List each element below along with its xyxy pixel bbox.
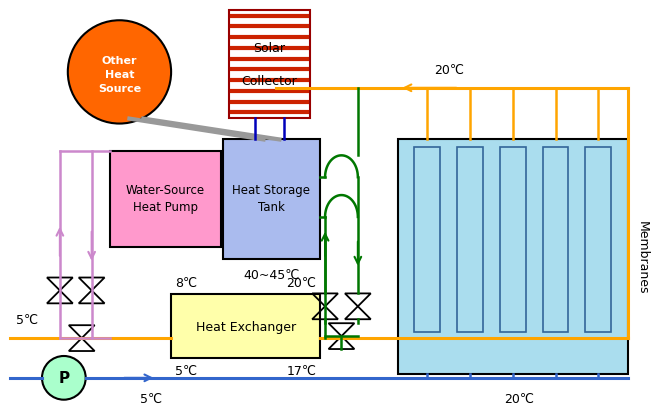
Text: Collector: Collector [241,74,297,87]
Text: Heat Storage: Heat Storage [233,183,310,196]
Text: Heat Pump: Heat Pump [132,201,198,214]
FancyBboxPatch shape [500,148,526,332]
FancyBboxPatch shape [110,152,221,247]
Text: 5℃: 5℃ [175,364,197,377]
Text: Heat Exchanger: Heat Exchanger [196,320,296,333]
Text: Other: Other [101,56,137,66]
Text: 5℃: 5℃ [140,392,162,405]
FancyBboxPatch shape [542,148,569,332]
Text: 40~45℃: 40~45℃ [243,268,300,281]
Text: 8℃: 8℃ [175,276,197,289]
FancyBboxPatch shape [585,148,611,332]
Text: Water-Source: Water-Source [126,183,205,196]
Text: 20℃: 20℃ [504,392,534,405]
Text: 17℃: 17℃ [286,364,316,377]
FancyBboxPatch shape [228,11,310,118]
Text: Solar: Solar [253,42,286,55]
Text: 20℃: 20℃ [434,64,464,77]
FancyBboxPatch shape [222,140,320,259]
FancyBboxPatch shape [457,148,483,332]
Text: 20℃: 20℃ [286,276,316,289]
Text: Tank: Tank [258,201,285,214]
FancyBboxPatch shape [171,295,320,358]
FancyBboxPatch shape [415,148,440,332]
Text: Heat: Heat [105,70,134,80]
Text: Source: Source [98,83,141,94]
Circle shape [42,356,86,400]
Text: Membranes: Membranes [636,221,649,294]
FancyBboxPatch shape [398,140,628,374]
Text: 5℃: 5℃ [16,313,38,326]
Text: P: P [58,370,69,385]
Circle shape [68,21,171,124]
